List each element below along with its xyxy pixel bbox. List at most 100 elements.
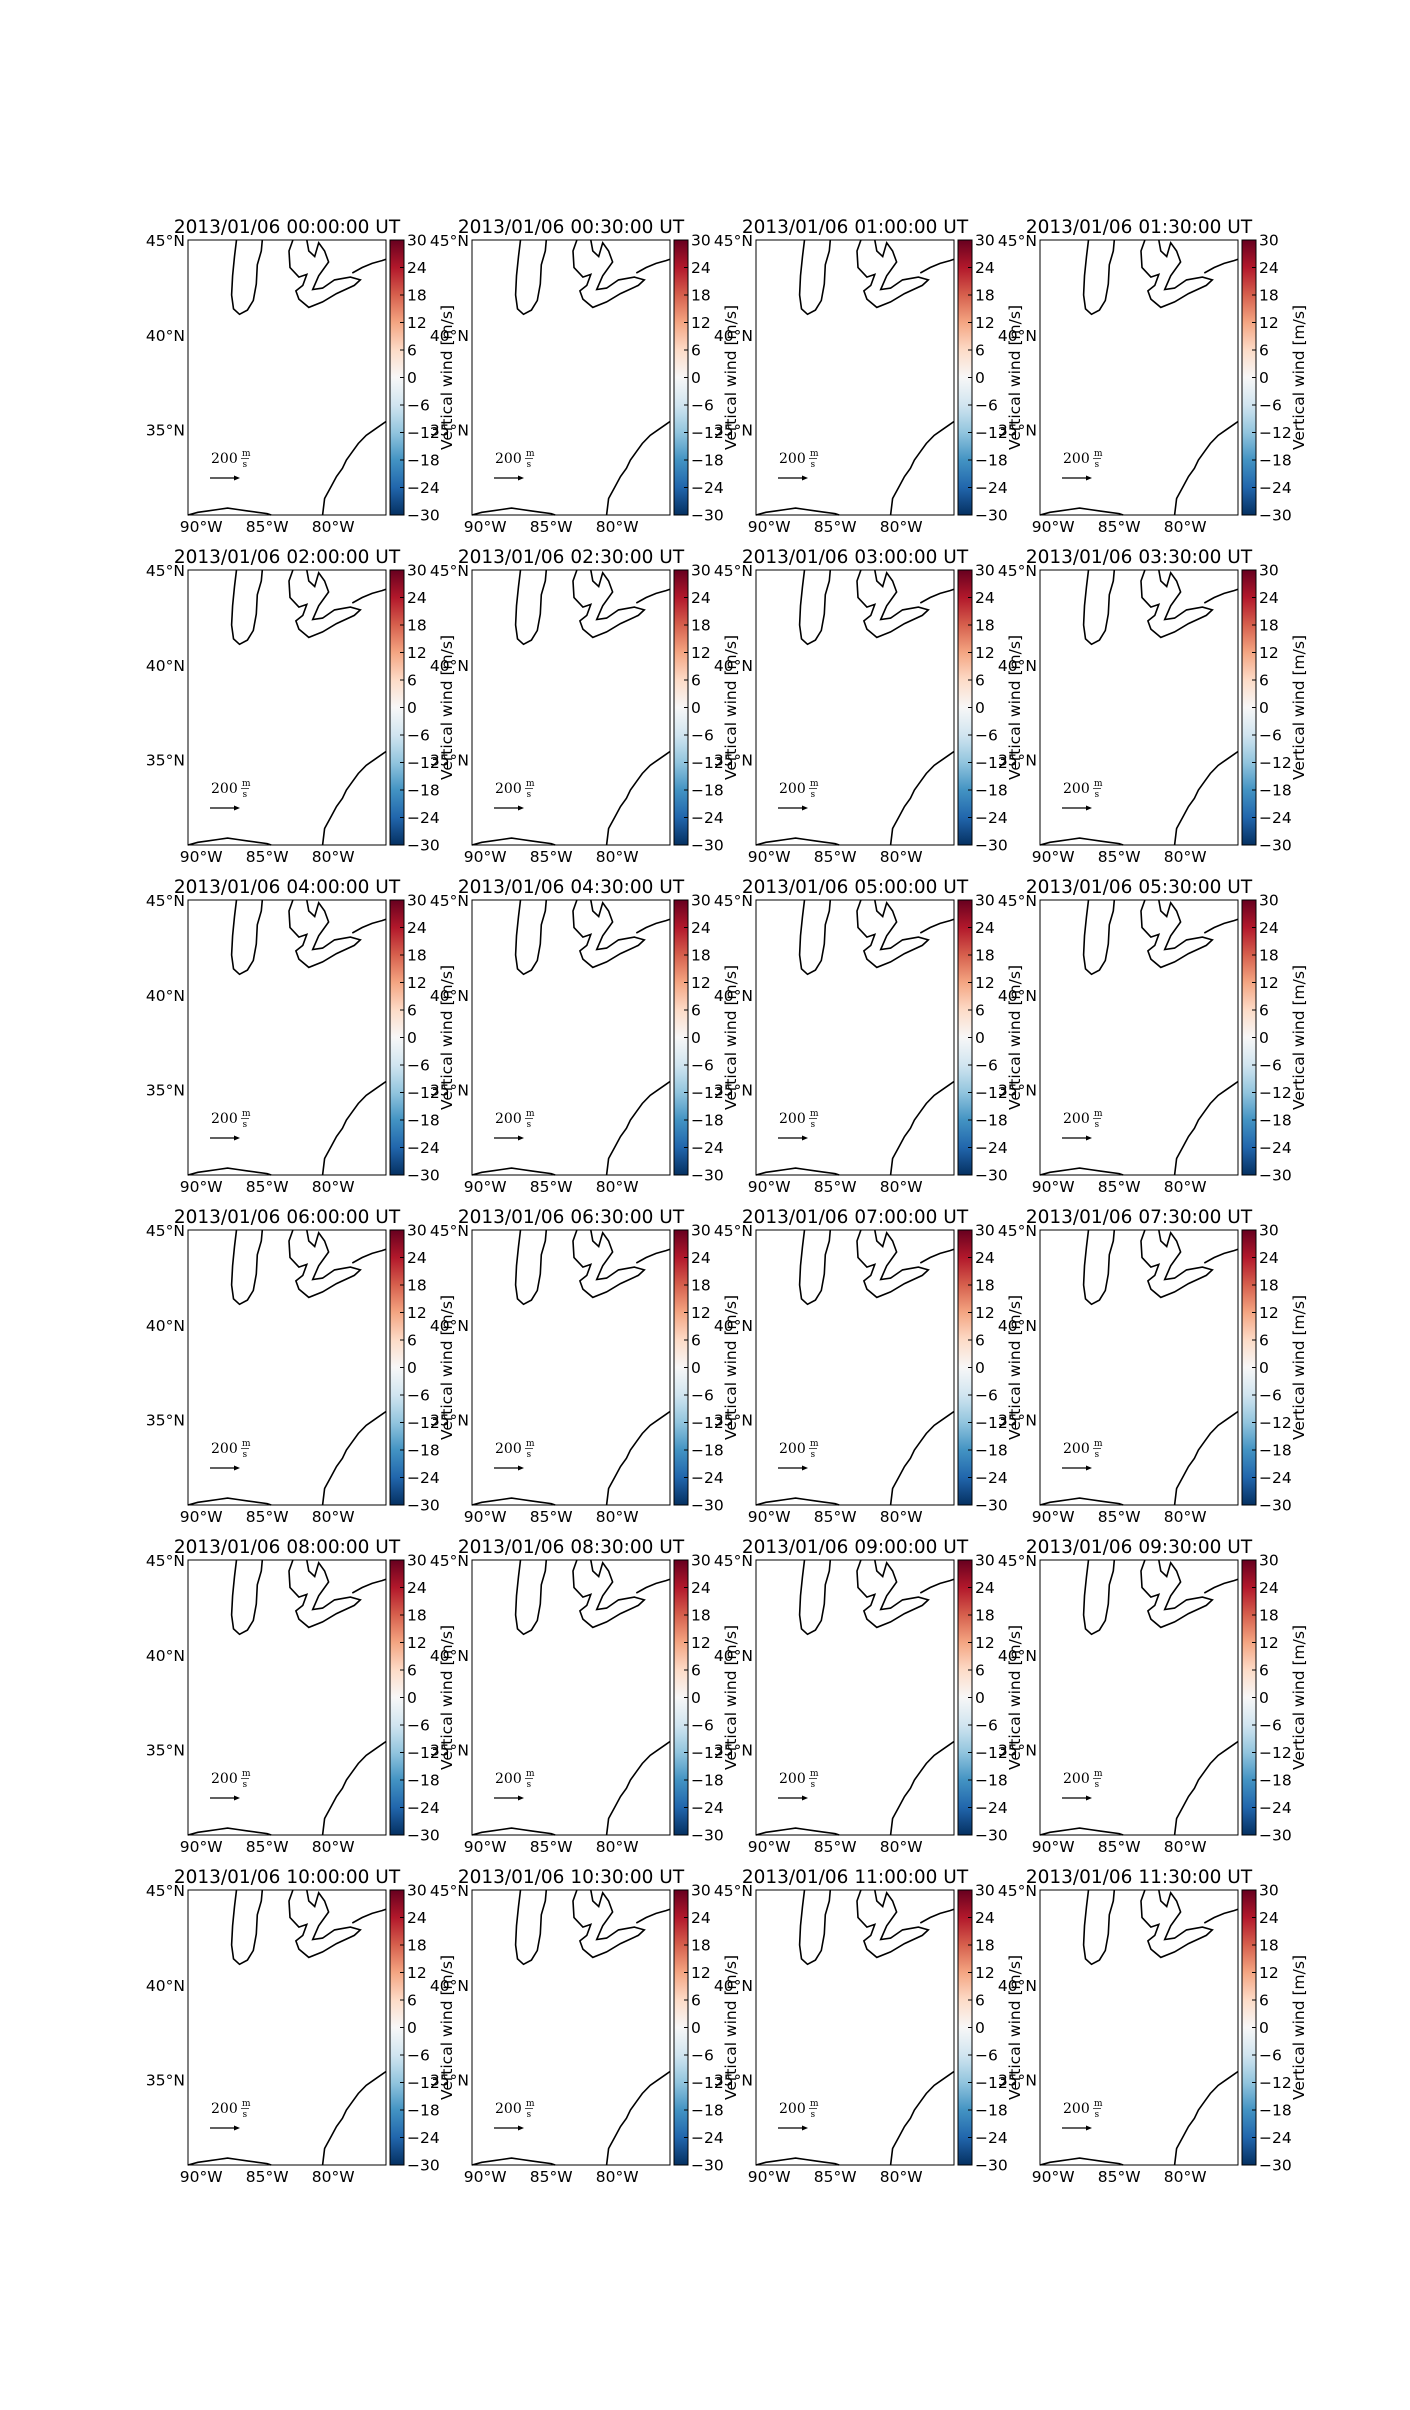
colorbar-tick-label: 6 <box>407 1332 417 1350</box>
coastline <box>288 1889 362 1959</box>
panel-title: 2013/01/06 03:00:00 UT <box>742 547 969 568</box>
colorbar-tick-label: −30 <box>407 1827 440 1845</box>
colorbar-tick-label: 18 <box>407 1937 427 1955</box>
quiver-key-value: 200 <box>779 2101 806 2117</box>
colorbar-tick-label: 24 <box>975 1909 995 1927</box>
quiver-key-unit-numerator: m <box>810 449 819 459</box>
coastline <box>1203 1578 1239 1594</box>
lon-tick-label: 90°W <box>180 518 223 536</box>
colorbar-tick-label: −24 <box>975 1799 1008 1817</box>
coastline <box>1082 569 1116 646</box>
coastline <box>1082 1229 1116 1306</box>
coastline <box>288 1559 362 1629</box>
colorbar-tick-label: 30 <box>975 232 995 250</box>
lon-tick-label: 90°W <box>1032 2168 1075 2186</box>
colorbar-tick-label: −24 <box>975 1139 1008 1157</box>
colorbar-label: Vertical wind [m/s] <box>438 1625 456 1770</box>
lon-tick-label: 85°W <box>1098 2168 1141 2186</box>
colorbar-tick-label: 24 <box>407 1579 427 1597</box>
coastline <box>635 1578 671 1594</box>
colorbar-tick-label: −12 <box>1259 2074 1292 2092</box>
colorbar-tick-label: 12 <box>975 1304 995 1322</box>
colorbar-tick-label: −6 <box>975 2047 998 2065</box>
coastline <box>1203 1908 1239 1924</box>
coastline <box>351 1248 387 1264</box>
colorbar-tick-label: 18 <box>691 947 711 965</box>
colorbar-tick-label: 30 <box>407 1222 427 1240</box>
lat-tick-label: 35°N <box>998 1742 1037 1760</box>
colorbar-label: Vertical wind [m/s] <box>438 305 456 450</box>
coastline <box>288 899 362 969</box>
colorbar-tick-label: 12 <box>1259 644 1279 662</box>
colorbar-tick-label: 6 <box>691 342 701 360</box>
lat-tick-label: 35°N <box>714 1082 753 1100</box>
colorbar-tick-label: −6 <box>975 727 998 745</box>
colorbar-tick-label: −24 <box>407 1139 440 1157</box>
coastline <box>514 1889 548 1966</box>
colorbar-tick-label: −6 <box>975 1717 998 1735</box>
colorbar-tick-label: −6 <box>1259 397 1282 415</box>
colorbar-tick-label: −18 <box>975 1772 1008 1790</box>
lat-tick-label: 45°N <box>714 562 753 580</box>
quiver-key-value: 200 <box>1063 2101 1090 2117</box>
colorbar-tick-label: −24 <box>975 2129 1008 2147</box>
panel-title: 2013/01/06 10:30:00 UT <box>458 1867 685 1888</box>
coastline <box>471 1497 556 1506</box>
colorbar-tick-label: 24 <box>407 589 427 607</box>
coastline <box>635 1908 671 1924</box>
colorbar-tick-label: −12 <box>1259 1084 1292 1102</box>
colorbar-tick-label: 18 <box>1259 617 1279 635</box>
coastline <box>1082 239 1116 316</box>
colorbar-label: Vertical wind [m/s] <box>438 1955 456 2100</box>
colorbar-tick-label: 6 <box>1259 672 1269 690</box>
colorbar-tick-label: −12 <box>975 754 1008 772</box>
lon-tick-label: 80°W <box>1164 1508 1207 1526</box>
coastline <box>856 569 930 639</box>
colorbar-tick-label: −6 <box>975 397 998 415</box>
colorbar-tick-label: 0 <box>1259 2019 1269 2037</box>
colorbar-tick-label: −6 <box>407 397 430 415</box>
colorbar-tick-label: −18 <box>407 452 440 470</box>
colorbar-tick-label: 24 <box>1259 919 1279 937</box>
coastline <box>755 507 840 516</box>
lon-tick-label: 90°W <box>748 2168 791 2186</box>
colorbar-tick-label: −30 <box>975 1497 1008 1515</box>
colorbar-label: Vertical wind [m/s] <box>722 1295 740 1440</box>
coastline <box>187 2157 272 2166</box>
colorbar-tick-label: −12 <box>407 2074 440 2092</box>
colorbar-tick-label: −24 <box>1259 809 1292 827</box>
colorbar-tick-label: −30 <box>975 2157 1008 2175</box>
lat-tick-label: 40°N <box>998 987 1037 1005</box>
colorbar-tick-label: −24 <box>407 1469 440 1487</box>
lon-tick-label: 80°W <box>312 1838 355 1856</box>
quiver-key-unit-numerator: m <box>810 1439 819 1449</box>
colorbar-tick-label: 24 <box>975 919 995 937</box>
colorbar-tick-label: −18 <box>691 1442 724 1460</box>
lon-tick-label: 80°W <box>596 1178 639 1196</box>
lon-tick-label: 90°W <box>1032 848 1075 866</box>
lon-tick-label: 85°W <box>530 848 573 866</box>
lat-tick-label: 40°N <box>146 327 185 345</box>
colorbar-tick-label: 24 <box>1259 1249 1279 1267</box>
lon-tick-label: 80°W <box>880 2168 923 2186</box>
colorbar-tick-label: −30 <box>691 1497 724 1515</box>
colorbar-tick-label: −6 <box>691 1057 714 1075</box>
colorbar-tick-label: 24 <box>975 589 995 607</box>
colorbar-tick-label: −12 <box>1259 1744 1292 1762</box>
lat-tick-label: 40°N <box>430 1317 469 1335</box>
lon-tick-label: 80°W <box>880 848 923 866</box>
colorbar-label: Vertical wind [m/s] <box>1006 305 1024 450</box>
colorbar-tick-label: 18 <box>975 287 995 305</box>
lon-tick-label: 90°W <box>180 1508 223 1526</box>
lon-tick-label: 85°W <box>530 1838 573 1856</box>
arrow-head-icon <box>1086 1795 1092 1801</box>
colorbar-tick-label: 12 <box>407 644 427 662</box>
quiver-key-unit-numerator: m <box>526 2099 535 2109</box>
map-frame <box>1039 1889 1239 2166</box>
arrow-head-icon <box>1086 1135 1092 1141</box>
colorbar-tick-label: 12 <box>1259 314 1279 332</box>
colorbar-tick-label: 30 <box>1259 1882 1279 1900</box>
